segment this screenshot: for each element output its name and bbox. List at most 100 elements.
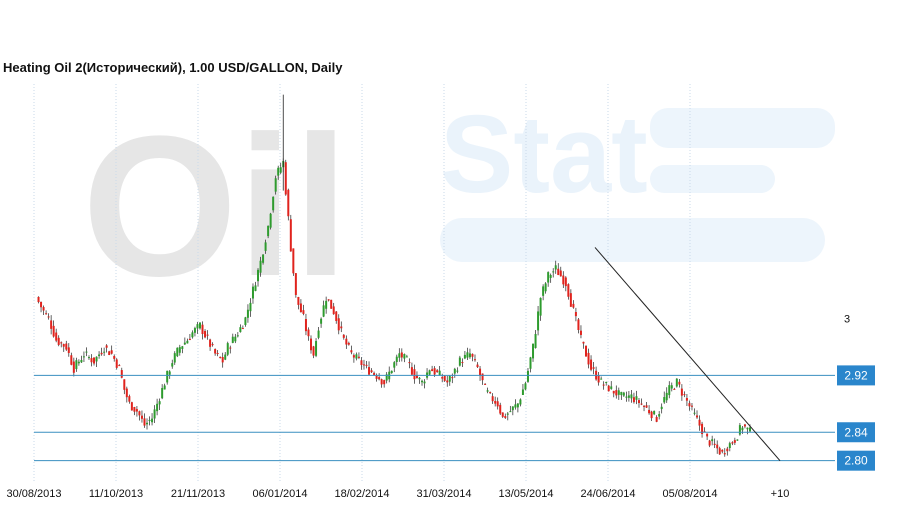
candle-up bbox=[80, 355, 83, 364]
level-label: 2.92 bbox=[844, 368, 868, 382]
candle-up bbox=[738, 423, 741, 436]
candle-down bbox=[718, 446, 721, 455]
candle-down bbox=[607, 385, 610, 392]
candle-down bbox=[562, 271, 565, 288]
candle-down bbox=[471, 353, 474, 362]
candle-up bbox=[257, 268, 260, 287]
candle-down bbox=[47, 313, 50, 320]
candle-down bbox=[726, 446, 729, 456]
candle-down bbox=[337, 314, 340, 335]
candle-up bbox=[390, 370, 393, 374]
candle-up bbox=[262, 253, 265, 265]
candle-down bbox=[582, 341, 585, 349]
candle-down bbox=[678, 378, 681, 388]
candle-up bbox=[453, 367, 456, 378]
candle-up bbox=[385, 372, 388, 384]
candle-down bbox=[716, 440, 719, 454]
candle-up bbox=[521, 383, 524, 396]
candle-down bbox=[592, 362, 595, 375]
candle-up bbox=[552, 268, 555, 278]
candle-down bbox=[105, 344, 108, 353]
candle-up bbox=[463, 350, 466, 360]
candle-up bbox=[529, 356, 532, 373]
candle-up bbox=[630, 390, 633, 403]
level-label: 2.80 bbox=[844, 454, 868, 468]
candle-up bbox=[728, 441, 731, 452]
candle-up bbox=[428, 369, 431, 376]
x-tick-label: 24/06/2014 bbox=[580, 488, 635, 500]
candle-down bbox=[368, 361, 371, 376]
candle-down bbox=[645, 401, 648, 408]
candle-up bbox=[244, 316, 247, 327]
candle-up bbox=[466, 347, 469, 360]
candle-down bbox=[370, 368, 373, 373]
candle-up bbox=[95, 356, 98, 368]
x-tick-label: 13/05/2014 bbox=[498, 488, 553, 500]
candle-up bbox=[246, 304, 249, 323]
y-axis: 3 bbox=[844, 314, 850, 326]
candle-up bbox=[77, 359, 80, 366]
candle-down bbox=[327, 299, 330, 302]
y-tick-label: 3 bbox=[844, 314, 850, 326]
candle-down bbox=[128, 394, 131, 404]
candle-up bbox=[163, 383, 166, 390]
candle-down bbox=[569, 289, 572, 307]
candle-down bbox=[650, 410, 653, 422]
candle-down bbox=[352, 353, 355, 363]
candle-up bbox=[315, 338, 318, 358]
candle-down bbox=[330, 299, 333, 309]
candle-down bbox=[680, 384, 683, 401]
candle-up bbox=[423, 379, 426, 389]
candle-down bbox=[685, 393, 688, 406]
candle-up bbox=[198, 322, 201, 330]
candle-up bbox=[668, 381, 671, 399]
candle-down bbox=[494, 396, 497, 407]
candle-down bbox=[698, 415, 701, 431]
candle-down bbox=[93, 357, 96, 366]
candle-down bbox=[557, 263, 560, 276]
candle-down bbox=[292, 248, 295, 276]
candle-down bbox=[489, 391, 492, 395]
candle-down bbox=[743, 423, 746, 429]
candle-down bbox=[332, 302, 335, 315]
candle-up bbox=[226, 341, 229, 357]
candle-down bbox=[143, 413, 146, 428]
candle-down bbox=[504, 413, 507, 419]
candle-up bbox=[183, 337, 186, 345]
candle-up bbox=[85, 347, 88, 357]
candle-up bbox=[532, 343, 535, 362]
watermark-stat-text: Stat bbox=[440, 93, 648, 216]
candle-down bbox=[50, 315, 53, 335]
candle-up bbox=[176, 347, 179, 358]
candle-up bbox=[627, 391, 630, 402]
candle-down bbox=[436, 369, 439, 373]
candle-up bbox=[544, 282, 547, 294]
candle-up bbox=[267, 225, 270, 239]
candle-down bbox=[72, 357, 75, 377]
candle-up bbox=[178, 344, 181, 356]
candle-up bbox=[264, 239, 267, 254]
candle-up bbox=[75, 357, 78, 372]
candle-up bbox=[196, 321, 199, 334]
candle-down bbox=[579, 325, 582, 339]
candle-down bbox=[345, 335, 348, 349]
watermark-bar bbox=[650, 108, 835, 148]
candle-up bbox=[600, 376, 603, 380]
candle-down bbox=[473, 354, 476, 362]
candle-down bbox=[375, 373, 378, 382]
candle-down bbox=[690, 402, 693, 411]
x-tick-label: 11/10/2013 bbox=[89, 488, 143, 500]
candle-up bbox=[622, 391, 625, 398]
candle-down bbox=[67, 343, 70, 357]
candle-up bbox=[168, 370, 171, 379]
candle-up bbox=[663, 391, 666, 404]
candle-down bbox=[365, 360, 368, 369]
oilstat-watermark: Oil Stat bbox=[82, 93, 835, 318]
candle-up bbox=[277, 165, 280, 180]
candle-down bbox=[113, 354, 116, 362]
candle-up bbox=[191, 330, 194, 339]
candle-up bbox=[98, 351, 101, 359]
candle-down bbox=[380, 378, 383, 388]
candle-down bbox=[219, 356, 222, 359]
candle-up bbox=[395, 354, 398, 366]
